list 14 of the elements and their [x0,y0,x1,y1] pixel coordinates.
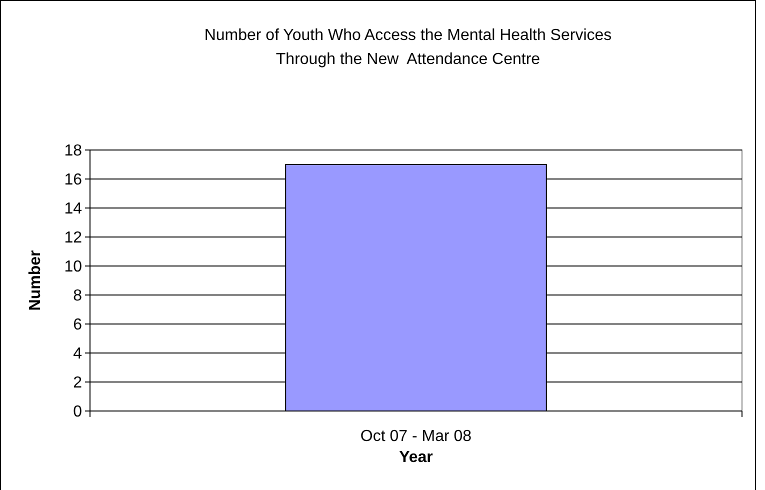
chart-title: Number of Youth Who Access the Mental Health Services Through the New Attendance Centre [204,27,612,68]
y-tick-label: 0 [73,404,82,421]
y-tick-label: 2 [73,374,82,392]
x-axis-title: Year [399,449,433,466]
y-axis-title: Number [27,250,44,311]
y-tick-label: 18 [64,142,82,160]
y-tick-label: 12 [64,230,82,247]
y-tick-label: 16 [64,172,82,189]
y-tick-label: 4 [73,346,82,363]
y-tick-label: 6 [73,316,82,334]
x-tick-label: Oct 07 - Mar 08 [360,428,472,445]
y-tick-label: 8 [73,288,82,305]
y-tick-label: 14 [64,200,82,218]
y-tick-label: 10 [64,258,82,276]
